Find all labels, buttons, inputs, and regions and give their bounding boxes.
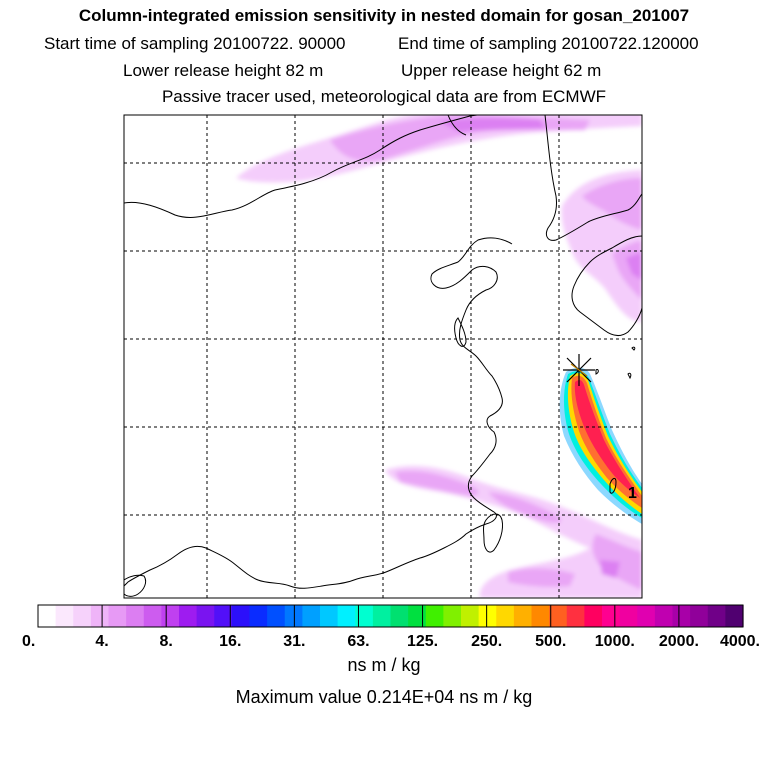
tracer-info-label: Passive tracer used, meteorological data… <box>161 87 607 106</box>
plot-title: Column-integrated emission sensitivity i… <box>78 6 690 25</box>
release-star-marker <box>563 354 595 386</box>
units-label: ns m / kg <box>347 655 421 675</box>
plume-south <box>385 465 642 598</box>
map-frame <box>123 114 643 599</box>
start-time-label: Start time of sampling 20100722. 90000 <box>44 34 346 53</box>
maximum-value-label: Maximum value 0.214E+04 ns m / kg <box>235 687 533 707</box>
end-time-label: End time of sampling 20100722.120000 <box>398 34 699 53</box>
sensitivity-map: 1 <box>123 114 643 599</box>
graticule <box>124 115 642 598</box>
coastlines <box>124 115 642 597</box>
plume-main <box>559 367 642 524</box>
plume-northeast <box>561 170 642 322</box>
trajectory-label: 1 <box>628 485 637 502</box>
lower-release-height-label: Lower release height 82 m <box>123 61 324 80</box>
upper-release-height-label: Upper release height 62 m <box>401 61 602 80</box>
plume-north <box>236 115 642 183</box>
